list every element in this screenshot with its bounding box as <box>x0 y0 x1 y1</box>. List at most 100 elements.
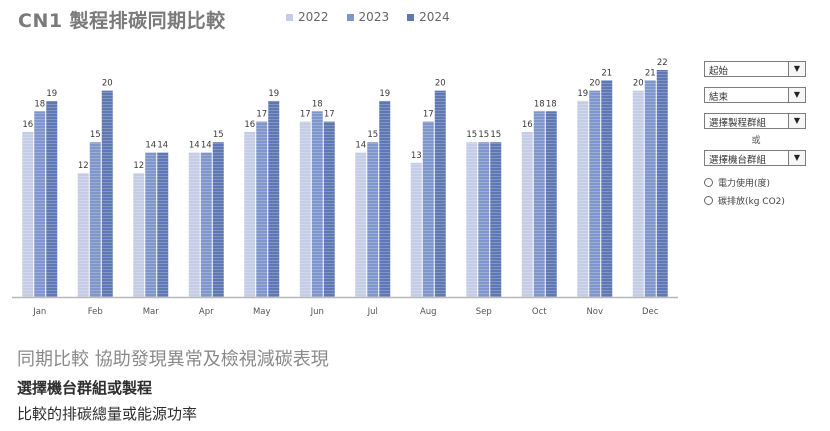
data-label: 15 <box>367 130 378 140</box>
start-dropdown[interactable]: 起始 ▼ <box>704 61 806 77</box>
legend-swatch <box>407 13 415 21</box>
data-label: 18 <box>534 99 545 109</box>
chevron-down-icon[interactable]: ▼ <box>788 62 805 76</box>
data-label: 14 <box>157 141 168 151</box>
data-label: 15 <box>478 130 489 140</box>
data-label: 17 <box>423 110 434 120</box>
chevron-down-icon[interactable]: ▼ <box>788 114 805 128</box>
bar-Jul-2024 <box>379 100 391 297</box>
x-tick-label: Dec <box>642 307 659 317</box>
data-label: 19 <box>268 89 279 99</box>
x-tick-label: Oct <box>532 307 547 317</box>
data-label: 18 <box>546 99 557 109</box>
radio-power-label: 電力使用(度) <box>718 179 771 189</box>
bar-Mar-2024 <box>157 152 169 297</box>
data-label: 20 <box>589 79 600 89</box>
bar-Jul-2023 <box>367 142 379 297</box>
chart-title: CN1 製程排碳同期比較 <box>18 10 226 32</box>
data-label: 14 <box>355 141 366 151</box>
bar-Aug-2024 <box>434 90 446 298</box>
bar-Apr-2023 <box>200 152 212 297</box>
x-tick-label: Apr <box>199 307 214 317</box>
legend-swatch <box>286 13 293 21</box>
bar-Jun-2023 <box>311 111 323 297</box>
machine-group-label: 選擇機台群組 <box>709 155 767 166</box>
process-group-dropdown[interactable]: 選擇製程群組 ▼ <box>704 113 806 129</box>
bar-Jul-2022 <box>355 152 367 297</box>
data-label: 18 <box>312 99 323 109</box>
bar-Nov-2024 <box>601 80 613 298</box>
x-tick-label: Sep <box>476 307 492 317</box>
bar-Sep-2023 <box>478 142 490 297</box>
data-label: 21 <box>645 68 656 78</box>
bar-Jan-2024 <box>46 100 58 297</box>
radio-carbon[interactable]: 碳排放(kg CO2) <box>704 194 808 207</box>
radio-circle-icon[interactable] <box>704 178 713 187</box>
radio-circle-icon[interactable] <box>704 196 713 205</box>
bar-Oct-2023 <box>533 111 545 297</box>
process-group-label: 選擇製程群組 <box>709 118 767 129</box>
bar-Dec-2022 <box>632 90 644 298</box>
data-label: 12 <box>78 161 89 171</box>
data-label: 14 <box>201 141 212 151</box>
or-label: 或 <box>751 136 761 146</box>
data-label: 17 <box>300 110 311 120</box>
end-dropdown-label: 結束 <box>709 92 729 103</box>
x-tick-label: Jan <box>32 307 46 317</box>
bar-Sep-2022 <box>466 142 478 297</box>
legend-item-2024: 2024 <box>407 10 450 24</box>
bar-Oct-2024 <box>545 111 557 297</box>
description-line-2: 比較的排碳總量或能源功率 <box>17 405 198 423</box>
x-tick-label: Aug <box>420 307 437 317</box>
data-label: 17 <box>324 110 335 120</box>
start-dropdown-label: 起始 <box>709 66 729 77</box>
legend-label: 2022 <box>298 10 329 24</box>
data-label: 18 <box>34 99 45 109</box>
data-label: 19 <box>379 89 390 99</box>
bar-Feb-2024 <box>101 90 113 298</box>
bar-Aug-2022 <box>410 162 422 297</box>
legend-label: 2023 <box>358 10 390 24</box>
end-dropdown[interactable]: 結束 ▼ <box>704 87 806 103</box>
data-label: 22 <box>657 58 668 68</box>
chevron-down-icon[interactable]: ▼ <box>788 151 805 165</box>
legend-label: 2024 <box>419 10 450 24</box>
data-label: 19 <box>46 89 57 99</box>
radio-power[interactable]: 電力使用(度) <box>704 176 808 189</box>
data-label: 16 <box>522 120 533 130</box>
bar-Apr-2022 <box>188 152 200 297</box>
bar-Mar-2023 <box>145 152 157 297</box>
data-label: 20 <box>435 79 446 89</box>
description-heading: 同期比較 協助發現異常及檢視減碳表現 <box>17 349 329 370</box>
x-tick-label: Mar <box>143 307 160 317</box>
bar-Aug-2023 <box>422 121 434 297</box>
x-tick-label: Nov <box>586 307 603 317</box>
bar-May-2023 <box>256 121 268 297</box>
x-tick-label: May <box>253 307 271 317</box>
bar-Dec-2023 <box>644 80 656 298</box>
x-tick-label: Feb <box>88 307 103 317</box>
legend-item-2022: 2022 <box>286 10 329 24</box>
bar-Jan-2022 <box>22 131 34 297</box>
bar-Jan-2023 <box>34 111 46 297</box>
chevron-down-icon[interactable]: ▼ <box>788 88 805 102</box>
data-label: 14 <box>145 141 156 151</box>
data-label: 15 <box>490 130 501 140</box>
machine-group-dropdown[interactable]: 選擇機台群組 ▼ <box>704 150 806 166</box>
filter-panel: 起始 ▼ 結束 ▼ 選擇製程群組 ▼ 或 選擇機台群組 ▼ 電力使用(度) 碳排… <box>704 61 808 207</box>
legend-swatch <box>346 13 354 21</box>
description-line-1: 選擇機台群組或製程 <box>17 379 153 397</box>
radio-carbon-label: 碳排放(kg CO2) <box>718 197 785 207</box>
data-label: 20 <box>633 79 644 89</box>
data-label: 21 <box>601 68 612 78</box>
x-tick-label: Jun <box>310 307 324 317</box>
data-label: 15 <box>466 130 477 140</box>
data-label: 14 <box>189 141 200 151</box>
bar-Nov-2022 <box>577 100 589 297</box>
data-label: 16 <box>244 120 255 130</box>
bar-Feb-2022 <box>77 173 89 297</box>
bar-May-2024 <box>268 100 280 297</box>
bar-Dec-2024 <box>656 70 668 297</box>
bar-May-2022 <box>244 131 256 297</box>
